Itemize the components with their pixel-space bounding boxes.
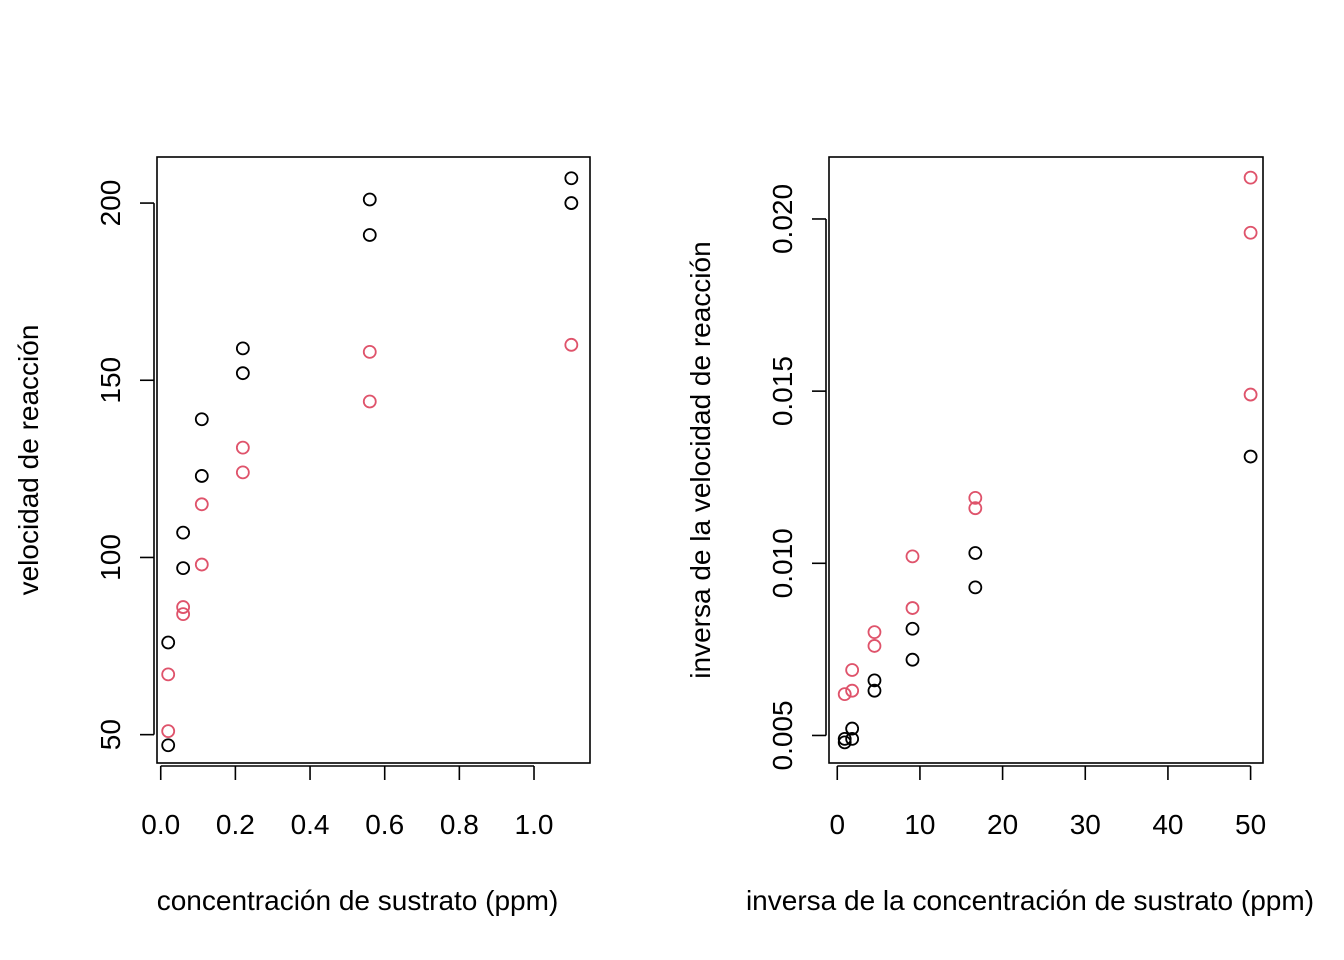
data-point-series-1 — [176, 525, 191, 540]
y-tick-label: 0.015 — [767, 356, 798, 426]
data-point-series-2 — [905, 549, 920, 564]
x-tick-label: 0.4 — [291, 809, 330, 840]
data-point-series-2 — [1243, 170, 1258, 185]
x-tick-label: 10 — [904, 809, 935, 840]
y-tick-label: 50 — [95, 719, 126, 750]
y-tick-label: 100 — [95, 534, 126, 581]
plot-frame — [828, 156, 1264, 764]
data-point-series-1 — [845, 721, 860, 736]
data-point-series-2 — [235, 465, 250, 480]
chart-panel-1: 0.0 0.2 0.4 0.6 0.8 1.0 50 100 150 200 concentraci… — [13, 156, 591, 916]
data-point-series-1 — [161, 738, 176, 753]
data-point-series-1 — [968, 546, 983, 560]
data-point-series-1 — [867, 683, 882, 698]
data-point-series-1 — [176, 561, 191, 575]
data-point-series-2 — [968, 490, 983, 505]
data-point-series-1 — [564, 171, 579, 186]
y-axis-title: velocidad de reacción — [13, 325, 44, 596]
data-point-series-2 — [176, 607, 191, 622]
x-tick-label: 0 — [829, 809, 845, 840]
data-point-series-1 — [845, 731, 860, 746]
data-point-series-2 — [845, 683, 860, 698]
x-tick-label: 0.2 — [216, 809, 255, 840]
x-axis-title: inversa de la concentración de sustrato … — [746, 885, 1314, 916]
x-tick-label: 0.8 — [440, 809, 479, 840]
y-tick-label: 0.020 — [767, 184, 798, 254]
data-point-series-2 — [194, 557, 209, 572]
data-point-series-2 — [176, 600, 191, 614]
data-point-series-1 — [837, 735, 852, 750]
data-point-series-1 — [968, 580, 983, 595]
data-point-series-2 — [362, 345, 377, 359]
data-point-series-2 — [161, 724, 176, 739]
data-point-series-2 — [194, 497, 209, 512]
data-point-series-2 — [845, 663, 860, 677]
data-point-series-2 — [867, 625, 882, 640]
y-tick-label: 0.005 — [767, 700, 798, 770]
x-tick-label: 1.0 — [515, 809, 554, 840]
y-axis-title: inversa de la velocidad de reacción — [685, 241, 716, 678]
x-tick-label: 30 — [1070, 809, 1101, 840]
data-point-series-1 — [362, 192, 377, 207]
chart-panel-2: 0 10 20 30 40 50 0.005 0.010 0.015 0.020 inversa d… — [685, 156, 1314, 916]
data-point-series-1 — [235, 341, 250, 356]
data-point-series-2 — [968, 501, 983, 516]
data-point-series-1 — [905, 652, 920, 667]
data-point-series-2 — [362, 394, 377, 409]
x-axis-title: concentración de sustrato (ppm) — [157, 885, 559, 916]
data-point-series-1 — [564, 196, 579, 210]
x-tick-label: 0.6 — [365, 809, 404, 840]
data-point-series-1 — [161, 635, 176, 650]
y-tick-label: 0.010 — [767, 528, 798, 598]
data-point-series-1 — [194, 412, 209, 427]
data-point-series-1 — [867, 673, 882, 688]
x-tick-label: 0.0 — [141, 809, 180, 840]
data-point-series-1 — [905, 621, 920, 636]
data-point-series-1 — [235, 366, 250, 381]
x-tick-label: 40 — [1152, 809, 1183, 840]
data-point-series-2 — [867, 639, 882, 653]
plot-frame — [156, 156, 591, 764]
data-point-series-2 — [905, 601, 920, 615]
data-point-series-2 — [1243, 387, 1258, 402]
data-point-series-2 — [564, 337, 579, 352]
data-point-series-2 — [235, 440, 250, 455]
data-point-series-1 — [362, 228, 377, 242]
data-point-series-1 — [1243, 449, 1258, 464]
data-point-series-2 — [837, 687, 852, 702]
data-point-series-1 — [194, 469, 209, 483]
x-tick-label: 20 — [987, 809, 1018, 840]
y-tick-label: 200 — [95, 180, 126, 227]
data-point-series-1 — [837, 731, 852, 746]
data-point-series-2 — [161, 667, 176, 682]
data-point-series-2 — [1243, 225, 1258, 240]
y-tick-label: 150 — [95, 357, 126, 404]
x-tick-label: 50 — [1235, 809, 1266, 840]
